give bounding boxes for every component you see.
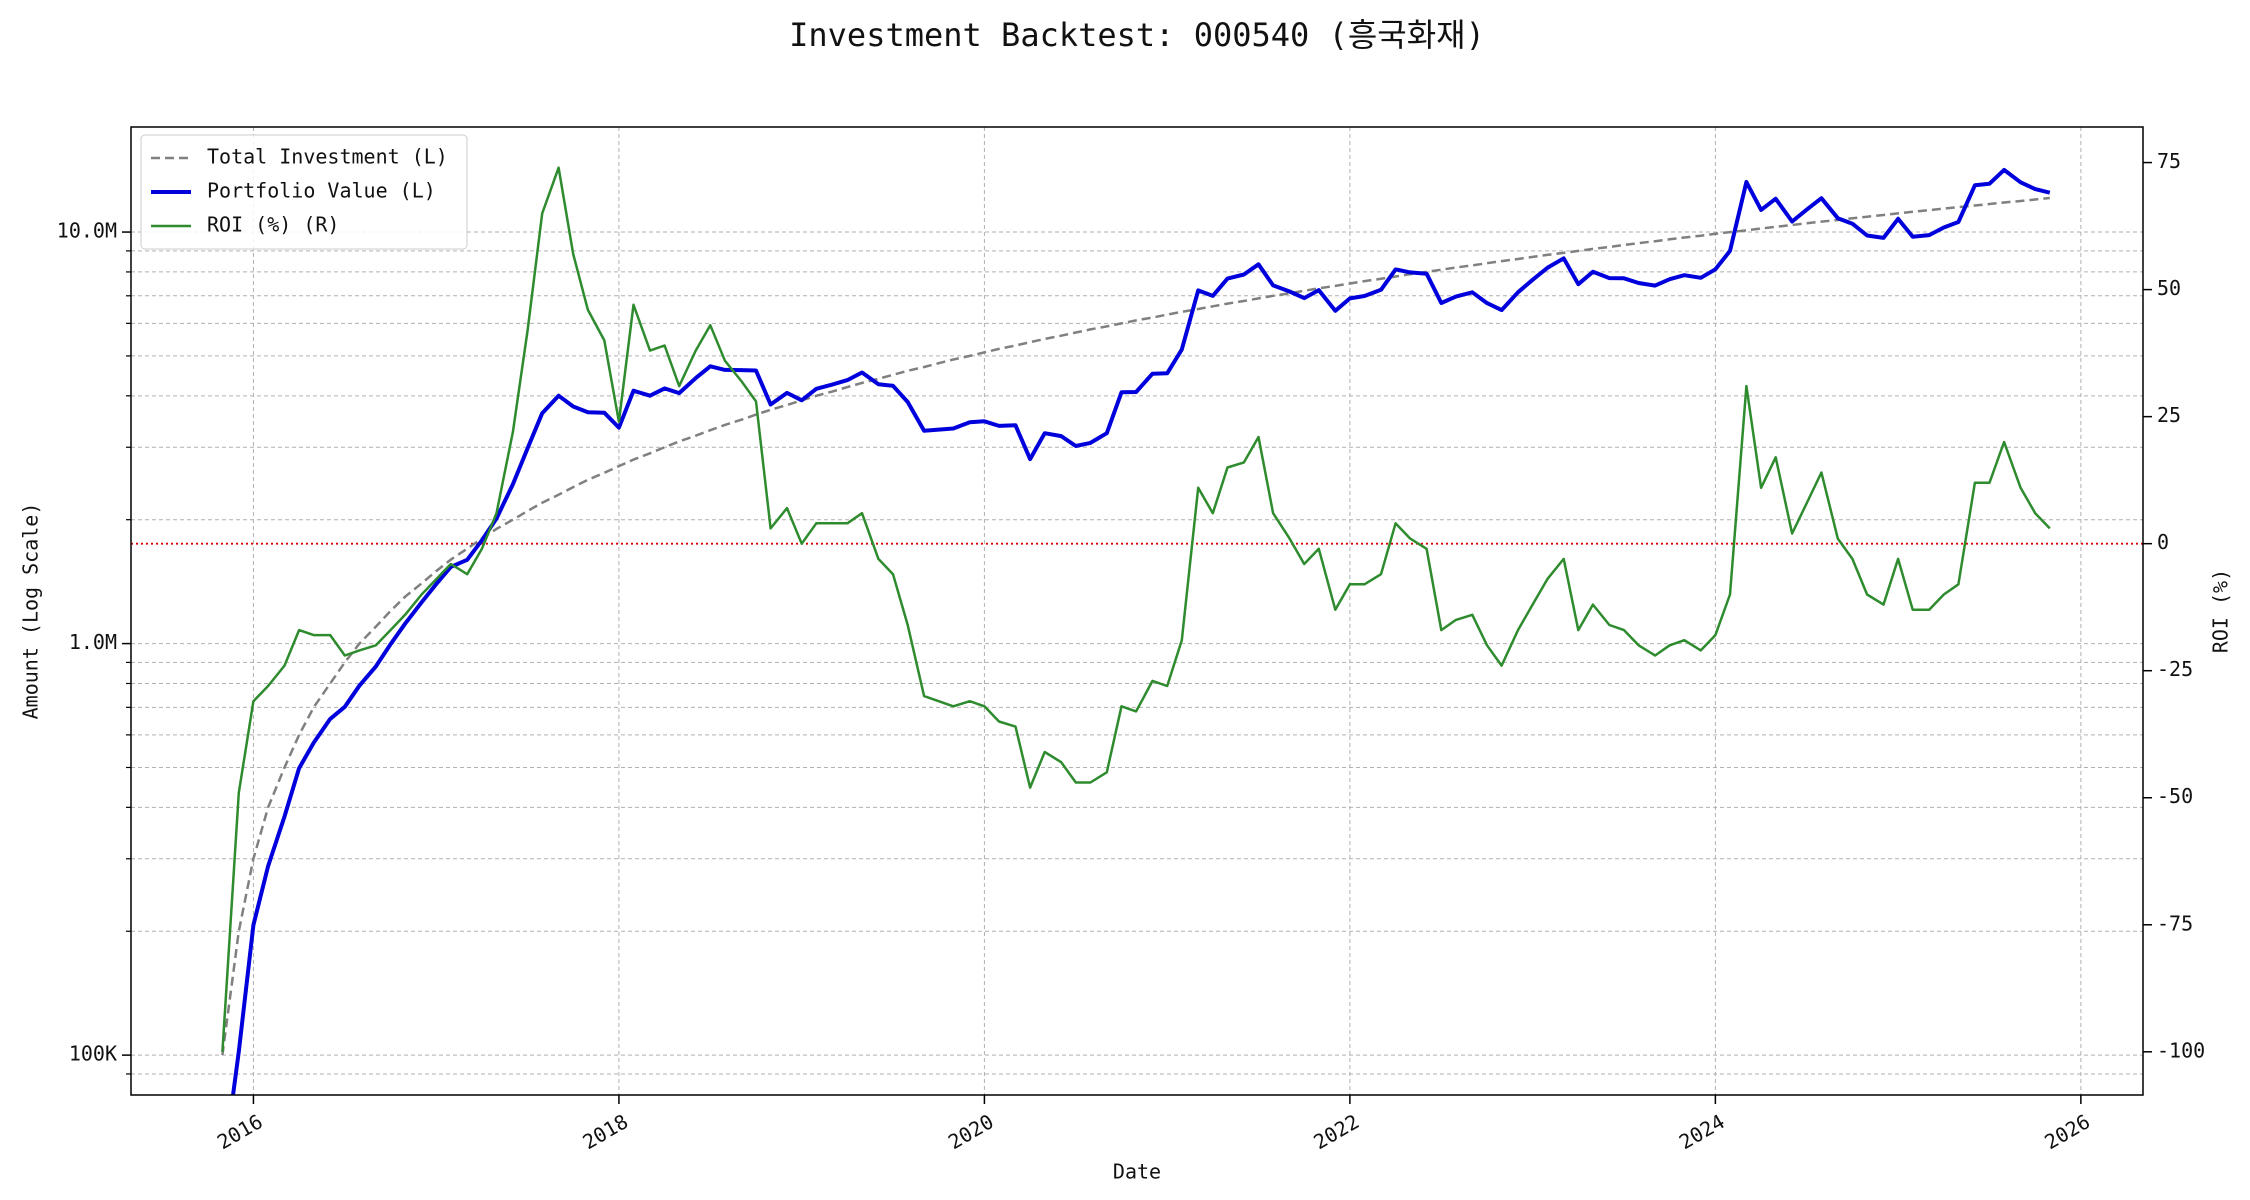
series-line (231, 167, 2051, 1095)
plot-area (221, 166, 2051, 1095)
plot-frame (130, 126, 2144, 1096)
y2-tick-label: 50 (2157, 276, 2181, 300)
legend-label: Total Investment (L) (207, 145, 448, 169)
y-tick-label: 100K (69, 1042, 117, 1066)
y-axis-label: Amount (Log Scale) (19, 503, 43, 720)
y2-tick-label: -75 (2157, 911, 2193, 935)
legend-label: ROI (%) (R) (207, 213, 339, 237)
legend-label: Portfolio Value (L) (207, 179, 436, 203)
y2-tick-label: -100 (2157, 1038, 2205, 1062)
series-line (221, 196, 2050, 1056)
y2-tick-label: 0 (2157, 530, 2169, 554)
y2-axis-label: ROI (%) (2209, 569, 2233, 653)
chart-title: Investment Backtest: 000540 (흥국화재) (789, 16, 1485, 54)
y-tick-label: 1.0M (69, 630, 117, 654)
y2-tick-label: 25 (2157, 403, 2181, 427)
x-axis-label: Date (1113, 1160, 1161, 1184)
y-tick-label: 10.0M (57, 219, 117, 243)
y2-tick-label: -25 (2157, 657, 2193, 681)
series-line (221, 166, 2051, 1052)
y2-tick-label: -50 (2157, 784, 2193, 808)
legend-box (140, 134, 468, 250)
y2-tick-label: 75 (2157, 149, 2181, 173)
